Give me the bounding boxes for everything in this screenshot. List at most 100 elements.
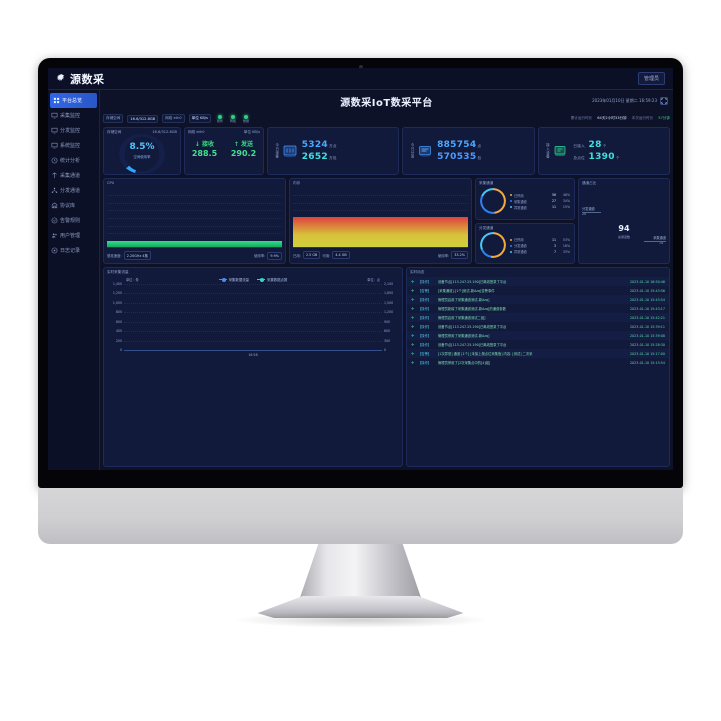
grid-lines <box>107 188 282 247</box>
memory-usage-value: 33.2% <box>451 251 468 259</box>
ratio-right-leader <box>644 241 666 242</box>
activity-time: 2023-01-10 15:39:08 <box>629 333 665 338</box>
memory-used-value: 2.5 GB <box>302 251 321 259</box>
plus-icon: ✛ <box>411 315 415 320</box>
sidebar-label: 协议库 <box>60 203 76 209</box>
xtick-label: 16:58 <box>248 353 258 357</box>
dispatch-today-card: 今日分发 885754点 570535包 <box>402 127 535 175</box>
ytick-left: 1,000 <box>112 300 122 305</box>
plus-icon: ✛ <box>411 279 415 284</box>
activity-row[interactable]: ✛ 【告警】 [采集通道]-[1个]测试-新Azq[告警事件 2023-01-1… <box>407 286 669 295</box>
chart-gridlines <box>124 284 382 351</box>
legend-item-points[interactable]: 采集数据点数 <box>257 277 287 282</box>
activity-row[interactable]: ✛ 【操作】 管理员启用了采集通道测试-新Azq] 2023-01-10 15:… <box>407 295 669 304</box>
database-icon <box>283 145 297 158</box>
legend-bullet-icon <box>510 206 512 209</box>
cpu-title: CPU <box>107 181 115 185</box>
legend-label: 采集数据点数 <box>267 278 288 282</box>
activity-text: 管理员新增了采集通道测试-新Azq[的通道参数 <box>438 307 506 311</box>
webcam-icon <box>358 65 363 69</box>
brand-logo[interactable]: 源数采 <box>56 71 105 87</box>
memory-area-series <box>293 217 468 247</box>
sidebar-label: 统计分析 <box>60 158 81 164</box>
memory-free-value: 4.4 GB <box>332 251 350 259</box>
plus-icon: ✛ <box>411 324 415 329</box>
sidebar-item-alert-rules[interactable]: 告警规则 <box>48 213 99 228</box>
legend-marker-icon <box>218 277 227 282</box>
collect-packets: 2652万包 <box>301 152 337 162</box>
activity-row[interactable]: ✛ 【操作】 管理员启用了采集通道测试二组] 2023-01-10 15:42:… <box>407 313 669 322</box>
collect-channel-donut <box>480 187 506 214</box>
activity-row[interactable]: ✛ 【操作】 设备节点[113.247.25.190]已离线登录了平台 2023… <box>407 322 669 331</box>
network-icon <box>51 187 58 193</box>
memory-usage-label: 使用率: <box>437 253 450 258</box>
total-uptime-value: 64天2小时33分钟 <box>597 116 627 120</box>
sidebar-item-dispatch-monitor[interactable]: 分发监控 <box>48 123 99 138</box>
activity-text: 管理员启用了采集通道测试-新Azq] <box>438 298 490 302</box>
ratio-right-value: 74 <box>658 241 663 245</box>
plus-icon: ✛ <box>411 333 415 338</box>
ytick-right: 600 <box>384 329 391 334</box>
app-topbar: 源数采 管理员 <box>48 68 673 90</box>
admin-button[interactable]: 管理员 <box>637 72 665 85</box>
total-uptime-label: 累计运行时长 <box>570 116 593 120</box>
ytick-right: 0 <box>384 348 387 352</box>
dot-label: 服务 <box>216 118 223 123</box>
sidebar-item-overview[interactable]: 平台总览 <box>50 93 97 108</box>
tx-label: ↑ 发送 <box>233 141 254 148</box>
monitor-stand-base <box>257 596 464 618</box>
activity-row[interactable]: ✛ 【操作】 管理员停用了采集通道测试-新Azq] 2023-01-10 15:… <box>407 331 669 340</box>
devices-card: 接入设备 已接入 28个 总点位 1390个 <box>537 127 670 175</box>
ytick-left: 600 <box>115 319 122 324</box>
fullscreen-icon[interactable] <box>660 97 668 105</box>
cpu-usage-value: 9.9% <box>267 251 282 260</box>
legend-pct: 48% <box>562 193 570 198</box>
sidebar-item-statistics[interactable]: 统计分析 <box>48 153 99 168</box>
activity-row[interactable]: ✛ 【操作】 设备节点[113.247.25.190]已离线登录了平台 2023… <box>407 340 669 349</box>
session-uptime-value: 57分钟 <box>658 116 670 120</box>
users-icon <box>51 233 57 238</box>
dispatch-channel-donut <box>480 232 506 259</box>
legend-value: 3 <box>553 243 556 248</box>
network-rx: ↓ 接收 288.5 <box>192 139 217 158</box>
cpu-graph <box>107 188 282 248</box>
dispatch-points: 885754点 <box>437 140 482 150</box>
activity-list[interactable]: ✛ 【操作】 设备节点[113.247.25.190]已离线登录了平台 2023… <box>407 277 669 369</box>
activity-tag: 【操作】 <box>418 334 432 338</box>
sidebar-item-log-records[interactable]: 日志记录 <box>48 243 99 258</box>
sidebar-item-collect-monitor[interactable]: 采集监控 <box>48 108 99 123</box>
monitor-shadow <box>230 612 491 628</box>
activity-time: 2023-01-10 15:43:56 <box>629 288 665 293</box>
disk-sub-label: 空间使用率 <box>133 154 151 159</box>
collect-channel-legend: 已停用 56 48% 采集通道 27 34% <box>510 193 570 210</box>
legend-bullet-icon <box>510 238 512 241</box>
devices-connected: 已接入 28个 <box>573 140 607 150</box>
legend-item-flow[interactable]: 采集数据流量 <box>218 277 249 282</box>
memory-free-label: 可用: <box>322 253 331 258</box>
legend-row: 已停用 56 48% <box>510 193 570 198</box>
ratio-title: 通道占比 <box>582 181 597 185</box>
sidebar-item-collect-channel[interactable]: 采集通道 <box>48 168 99 183</box>
sidebar-item-system-monitor[interactable]: 系统监控 <box>48 138 99 153</box>
activity-text: 设备节点[113.247.25.190]已离线登录了平台 <box>438 325 507 329</box>
chart-title: 实时采集流量 <box>107 270 129 274</box>
plus-icon: ✛ <box>411 342 415 347</box>
legend-pct: 16% <box>562 243 570 248</box>
ytick-left: 200 <box>115 338 122 343</box>
activity-row[interactable]: ✛ 【操作】 管理员新增了采集通道测试-新Azq[的通道参数 2023-01-1… <box>407 304 669 313</box>
channel-ratio-card: 通道占比 94 总通道数 分发通道 20 采集通道 74 <box>578 178 670 264</box>
plus-icon: ✛ <box>411 351 415 356</box>
send-icon <box>419 146 431 157</box>
monitor-chin <box>38 488 683 544</box>
dot-icon <box>230 114 235 119</box>
sidebar-label: 用户管理 <box>60 233 81 239</box>
sidebar-item-user-management[interactable]: 用户管理 <box>48 228 99 243</box>
activity-row[interactable]: ✛ 【操作】 设备节点[113.247.25.190]已离线登录了平台 2023… <box>407 277 669 286</box>
activity-row[interactable]: ✛ 【操作】 管理员停用了[2次采集点中的[4]组] 2023-01-10 15… <box>407 358 669 367</box>
brand-name: 源数采 <box>70 72 105 86</box>
card-vertical-label: 今日分发 <box>410 143 415 159</box>
sidebar-item-dispatch-channel[interactable]: 分发通道 <box>48 183 99 198</box>
activity-tag: 【操作】 <box>418 316 432 320</box>
sidebar-item-protocol-library[interactable]: 协议库 <box>48 198 99 213</box>
activity-row[interactable]: ✛ 【告警】 [1次异常] 通道 [1个] [未接上报点位采集值] 内容: [测… <box>407 349 669 358</box>
